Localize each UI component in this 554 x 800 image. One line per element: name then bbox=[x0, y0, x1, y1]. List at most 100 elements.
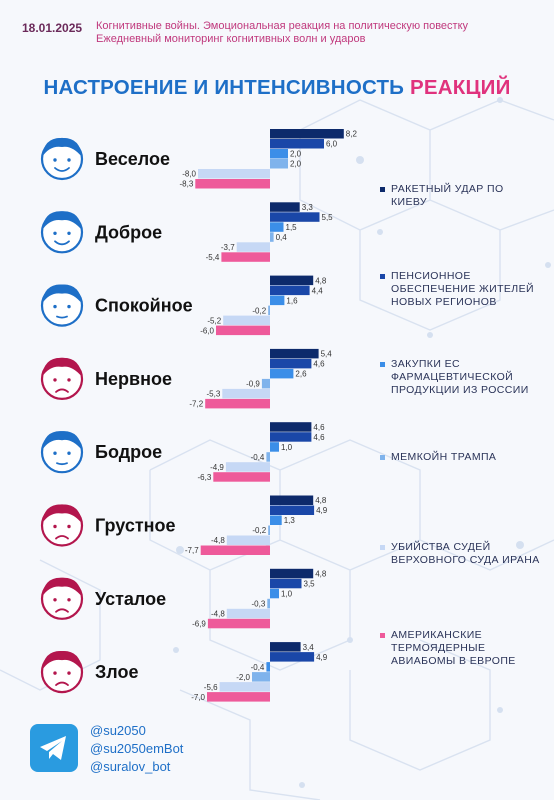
emotion-face-icon bbox=[40, 431, 84, 474]
data-label: -0,2 bbox=[252, 306, 266, 315]
mood-label: Злое bbox=[95, 662, 138, 682]
data-label: 1,5 bbox=[286, 223, 298, 232]
chart-title: НАСТРОЕНИЕ И ИНТЕНСИВНОСТЬ РЕАКЦИЙ bbox=[0, 76, 554, 100]
bar bbox=[270, 495, 314, 505]
handle-link[interactable]: @suralov_bot bbox=[90, 759, 171, 774]
data-label: -4,8 bbox=[211, 536, 225, 545]
legend-label: ЗАКУПКИ ЕС ФАРМАЦЕВТИЧЕСКОЙ ПРОДУКЦИИ ИЗ… bbox=[391, 358, 529, 396]
telegram-icon[interactable] bbox=[30, 724, 78, 772]
data-label: -6,0 bbox=[200, 326, 214, 335]
header-line-2: Ежедневный мониторинг когнитивных волн и… bbox=[96, 33, 366, 45]
data-label: 4,6 bbox=[313, 423, 325, 432]
data-label: 4,8 bbox=[315, 570, 327, 579]
bar bbox=[270, 295, 285, 306]
bar bbox=[266, 452, 270, 462]
legend-label: ПЕНСИОННОЕ ОБЕСПЕЧЕНИЕ ЖИТЕЛЕЙ НОВЫХ РЕГ… bbox=[391, 270, 534, 308]
legend-swatch bbox=[380, 545, 385, 550]
bar bbox=[267, 598, 270, 609]
legend-item: ЗАКУПКИ ЕС ФАРМАЦЕВТИЧЕСКОЙ ПРОДУКЦИИ ИЗ… bbox=[380, 358, 540, 397]
data-label: -4,9 bbox=[210, 463, 224, 472]
legend-label: МЕМКОЙН ТРАМПА bbox=[391, 451, 497, 463]
data-label: -8,0 bbox=[182, 170, 196, 179]
bar bbox=[207, 692, 270, 702]
emotion-face-icon bbox=[40, 357, 84, 400]
data-label: 0,4 bbox=[276, 233, 288, 242]
bar bbox=[205, 398, 270, 409]
handle-link[interactable]: @su2050 bbox=[90, 723, 146, 738]
bar bbox=[270, 358, 312, 369]
data-label: 1,0 bbox=[281, 590, 293, 599]
data-label: -0,4 bbox=[251, 453, 265, 462]
legend-label: АМЕРИКАНСКИЕ ТЕРМОЯДЕРНЫЕ АВИАБОМЫ В ЕВР… bbox=[391, 629, 516, 667]
emotion-face-icon bbox=[40, 284, 84, 327]
bar bbox=[270, 139, 324, 149]
legend-swatch bbox=[380, 362, 385, 367]
chart-title-part2: РЕАКЦИЙ bbox=[410, 76, 511, 99]
bar bbox=[270, 149, 288, 159]
data-label: 5,4 bbox=[321, 350, 333, 359]
bar bbox=[225, 462, 270, 472]
legend-swatch bbox=[380, 455, 385, 460]
bar bbox=[270, 422, 312, 432]
bar bbox=[222, 388, 270, 399]
legend-swatch bbox=[380, 187, 385, 192]
data-label: 5,5 bbox=[322, 213, 334, 222]
data-label: -0,2 bbox=[252, 526, 266, 535]
mood-label: Доброе bbox=[95, 222, 162, 242]
bar bbox=[236, 242, 270, 252]
legend-label: УБИЙСТВА СУДЕЙ ВЕРХОВНОГО СУДА ИРАНА bbox=[391, 541, 540, 566]
handle-link[interactable]: @su2050emBot bbox=[90, 741, 184, 756]
bar bbox=[270, 348, 319, 359]
bar bbox=[270, 285, 310, 296]
data-label: -6,9 bbox=[192, 620, 206, 629]
legend-item: РАКЕТНЫЙ УДАР ПО КИЕВУ bbox=[380, 183, 540, 209]
data-label: 6,0 bbox=[326, 140, 338, 149]
bar bbox=[226, 535, 270, 545]
data-label: 2,0 bbox=[290, 150, 302, 159]
data-label: 4,4 bbox=[312, 286, 324, 295]
data-label: 2,6 bbox=[295, 370, 307, 379]
mood-label: Грустное bbox=[95, 516, 176, 536]
bar bbox=[270, 275, 314, 286]
data-label: 4,9 bbox=[316, 653, 328, 662]
legend-label: РАКЕТНЫЙ УДАР ПО КИЕВУ bbox=[391, 183, 504, 208]
mood-label: Спокойное bbox=[95, 296, 193, 316]
emotion-face-icon bbox=[40, 577, 84, 620]
data-label: 4,8 bbox=[315, 496, 327, 505]
data-label: -3,7 bbox=[221, 243, 235, 252]
emotion-face-icon bbox=[40, 650, 84, 694]
header-line-1: Когнитивные войны. Эмоциональная реакция… bbox=[96, 20, 469, 32]
mood-label: Нервное bbox=[95, 369, 172, 389]
data-label: 2,0 bbox=[290, 160, 302, 169]
data-label: -7,0 bbox=[191, 693, 205, 702]
data-label: -0,3 bbox=[252, 600, 266, 609]
bar bbox=[213, 472, 270, 482]
data-label: -5,3 bbox=[207, 390, 221, 399]
bar bbox=[195, 179, 270, 189]
header-date: 18.01.2025 bbox=[22, 21, 83, 35]
mood-label: Бодрое bbox=[95, 442, 162, 462]
bar bbox=[268, 525, 270, 535]
bar bbox=[270, 578, 302, 589]
data-label: -7,7 bbox=[185, 546, 199, 555]
data-label: -0,9 bbox=[246, 380, 260, 389]
bar bbox=[270, 159, 288, 169]
legend-swatch bbox=[380, 274, 385, 279]
emotion-face-icon bbox=[40, 504, 84, 547]
legend-item: МЕМКОЙН ТРАМПА bbox=[380, 451, 540, 464]
data-label: 1,0 bbox=[281, 443, 293, 452]
bar bbox=[270, 505, 315, 515]
data-label: -5,6 bbox=[204, 683, 218, 692]
header-subtitle: Когнитивные войны. Эмоциональная реакция… bbox=[96, 20, 468, 46]
emotion-face-icon bbox=[40, 137, 84, 181]
data-label: -6,3 bbox=[198, 473, 212, 482]
bar bbox=[270, 588, 279, 599]
bar bbox=[252, 672, 270, 682]
bar bbox=[268, 305, 270, 316]
data-label: 3,3 bbox=[302, 203, 314, 212]
data-label: -8,3 bbox=[180, 180, 194, 189]
bar bbox=[270, 568, 314, 579]
bar bbox=[198, 169, 270, 179]
bar bbox=[270, 515, 282, 525]
